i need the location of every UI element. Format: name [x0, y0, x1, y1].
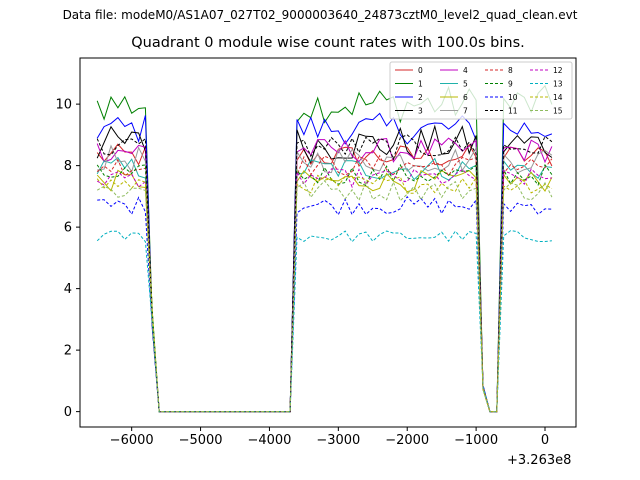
- x-tick-label: −4000: [247, 433, 291, 448]
- y-tick-label: 6: [64, 221, 72, 236]
- y-tick-label: 0: [64, 405, 72, 420]
- series-line-4: [96, 137, 553, 413]
- series-line-12: [96, 168, 552, 413]
- legend-label-9: 9: [508, 80, 513, 89]
- legend-label-3: 3: [418, 107, 423, 116]
- x-tick-label: −5000: [179, 433, 223, 448]
- y-tick-label: 4: [64, 282, 72, 297]
- series-line-5: [96, 156, 552, 413]
- chart-suptitle: Data file: modeM0/AS1A07_027T02_90000036…: [62, 8, 578, 22]
- x-tick-label: −1000: [454, 433, 498, 448]
- legend-label-1: 1: [418, 80, 423, 89]
- series-line-7: [97, 144, 553, 413]
- plot-frame: [79, 57, 577, 428]
- legend-label-14: 14: [553, 93, 563, 102]
- x-tick-label: −6000: [110, 433, 154, 448]
- series-line-14: [96, 174, 553, 413]
- legend-label-12: 12: [553, 66, 563, 75]
- series-line-15: [96, 179, 553, 413]
- series-line-13: [96, 230, 552, 413]
- x-axis-offset-label: +3.263e8: [507, 453, 572, 468]
- legend-label-7: 7: [463, 107, 468, 116]
- series-line-3: [96, 124, 553, 413]
- y-tick-label: 10: [55, 98, 72, 113]
- legend-label-15: 15: [553, 107, 563, 116]
- series-line-11: [96, 134, 553, 413]
- x-tick-label: 0: [541, 433, 549, 448]
- series-line-0: [96, 143, 553, 413]
- series-line-10: [97, 195, 552, 413]
- legend-label-6: 6: [463, 93, 468, 102]
- legend-label-4: 4: [463, 66, 468, 75]
- x-tick-label: −2000: [385, 433, 429, 448]
- legend-label-5: 5: [463, 80, 468, 89]
- series-line-8: [96, 154, 553, 413]
- series-line-2: [96, 112, 553, 413]
- legend-label-10: 10: [508, 93, 518, 102]
- series-line-9: [96, 163, 553, 413]
- legend-label-11: 11: [508, 107, 518, 116]
- y-tick-label: 2: [64, 344, 72, 359]
- legend-label-13: 13: [553, 80, 563, 89]
- legend-label-2: 2: [418, 93, 423, 102]
- plot-lines: [96, 84, 553, 413]
- y-tick-label: 8: [64, 159, 72, 174]
- x-tick-label: −3000: [316, 433, 360, 448]
- chart-title: Quadrant 0 module wise count rates with …: [131, 35, 525, 51]
- legend-label-0: 0: [418, 66, 423, 75]
- series-line-6: [96, 169, 553, 413]
- legend-label-8: 8: [508, 66, 513, 75]
- legend-box: [389, 61, 573, 120]
- series-line-1: [96, 84, 553, 413]
